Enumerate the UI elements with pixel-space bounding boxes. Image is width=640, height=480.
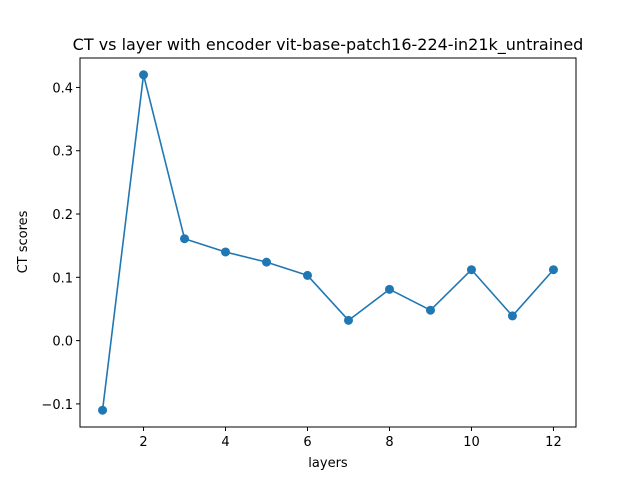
data-point bbox=[507, 311, 517, 321]
x-tick-label: 8 bbox=[385, 435, 393, 450]
data-point bbox=[384, 284, 394, 294]
x-tick-label: 2 bbox=[139, 435, 147, 450]
data-point bbox=[139, 70, 149, 80]
plot-frame bbox=[79, 57, 577, 428]
y-axis-label: CT scores bbox=[16, 210, 31, 273]
data-point bbox=[466, 265, 476, 275]
plot-series bbox=[98, 70, 558, 415]
x-tick-label: 6 bbox=[303, 435, 311, 450]
data-point bbox=[343, 315, 353, 325]
y-tick-label: 0.0 bbox=[52, 335, 73, 350]
chart-title: CT vs layer with encoder vit-base-patch1… bbox=[73, 35, 584, 55]
y-tick-label: 0.2 bbox=[52, 208, 73, 223]
data-point bbox=[425, 305, 435, 315]
series-line bbox=[101, 73, 555, 411]
y-tick-label: 0.3 bbox=[52, 145, 73, 160]
data-point bbox=[98, 405, 108, 415]
data-point bbox=[180, 234, 190, 244]
data-point bbox=[262, 257, 272, 267]
y-tick-label: −0.1 bbox=[41, 398, 73, 413]
x-tick-label: 10 bbox=[463, 435, 480, 450]
data-point bbox=[548, 265, 558, 275]
data-point bbox=[303, 270, 313, 280]
y-tick-label: 0.4 bbox=[52, 81, 73, 96]
x-tick-label: 12 bbox=[545, 435, 562, 450]
x-tick-label: 4 bbox=[221, 435, 229, 450]
axis-ticks: 2 4 6 8 10 12 −0.1 0.0 0.1 0.2 0.3 0.4 bbox=[41, 81, 561, 450]
y-tick-label: 0.1 bbox=[52, 271, 73, 286]
x-axis-label: layers bbox=[308, 456, 348, 471]
data-point bbox=[221, 247, 231, 257]
